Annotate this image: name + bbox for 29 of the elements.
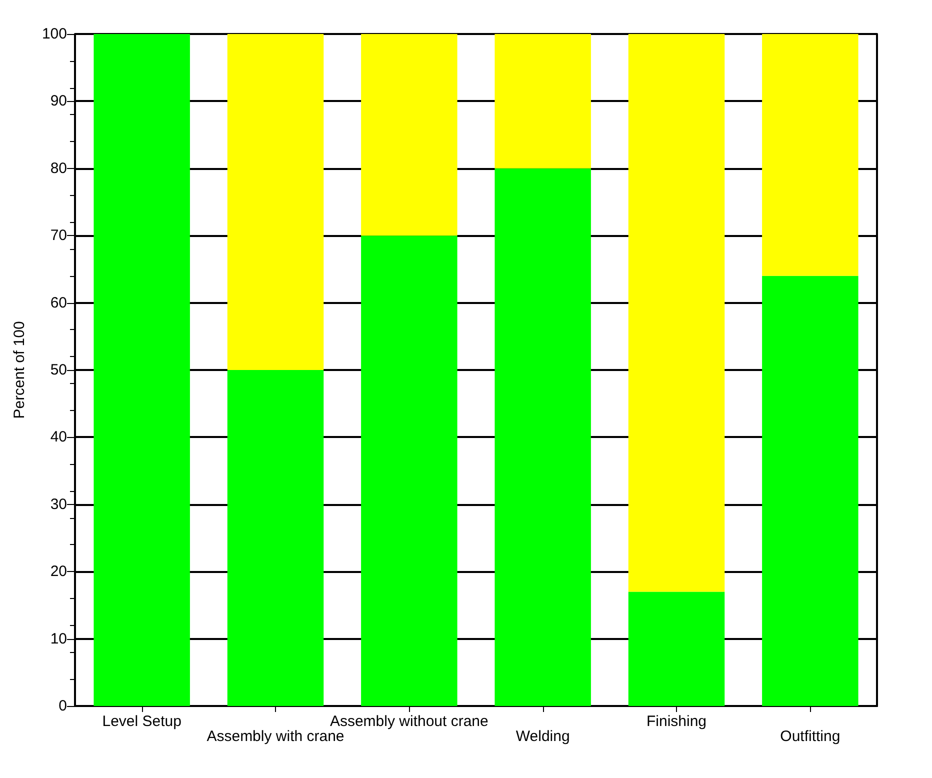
y-axis-title: Percent of 100 bbox=[11, 321, 28, 419]
x-tick-label: Assembly without crane bbox=[330, 713, 488, 730]
y-tick-label: 90 bbox=[50, 92, 67, 110]
bar bbox=[628, 34, 725, 592]
bar bbox=[361, 34, 458, 236]
bar bbox=[762, 276, 858, 706]
y-tick-label: 30 bbox=[50, 496, 67, 513]
bar bbox=[94, 34, 190, 706]
bar bbox=[227, 370, 324, 706]
bar bbox=[762, 34, 858, 276]
y-tick-label: 100 bbox=[42, 26, 67, 42]
y-tick-label: 20 bbox=[50, 563, 67, 580]
bar bbox=[227, 34, 324, 370]
y-tick-label: 60 bbox=[50, 294, 67, 312]
y-tick-label: 10 bbox=[50, 630, 67, 648]
y-tick-label: 80 bbox=[50, 160, 67, 177]
x-tick-label: Finishing bbox=[646, 713, 707, 730]
y-tick-label: 0 bbox=[58, 698, 67, 714]
bar bbox=[494, 168, 591, 706]
y-tick-label: 70 bbox=[50, 227, 67, 244]
x-tick-label: Outfitting bbox=[780, 728, 840, 745]
y-tick-label: 50 bbox=[50, 362, 67, 378]
x-tick-label: Level Setup bbox=[102, 713, 182, 730]
bar bbox=[628, 592, 725, 706]
bar bbox=[494, 34, 591, 168]
bar bbox=[361, 236, 458, 706]
x-tick-label: Welding bbox=[516, 728, 570, 745]
x-tick-label: Assembly with crane bbox=[206, 728, 344, 745]
y-tick-label: 40 bbox=[50, 428, 67, 446]
